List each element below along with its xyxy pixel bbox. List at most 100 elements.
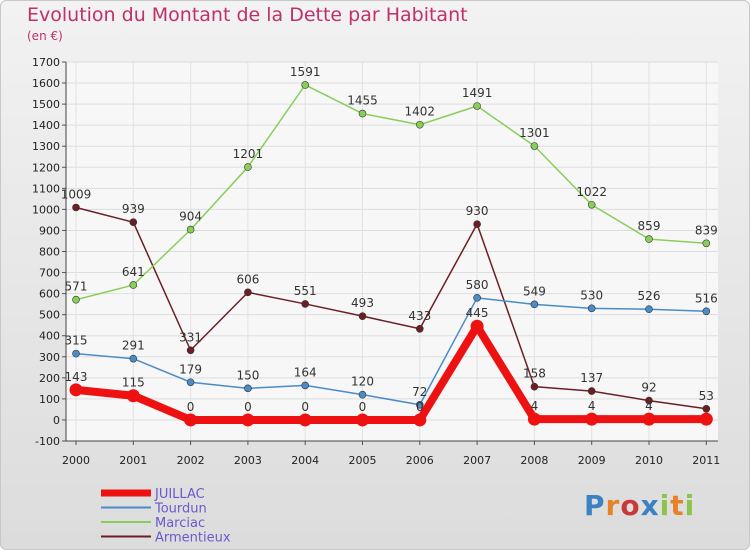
data-point-juillac: [470, 319, 484, 333]
data-point-marciac: [415, 120, 424, 129]
data-label: 4: [645, 399, 653, 413]
data-point-juillac: [298, 413, 312, 427]
data-point-tourdun: [244, 384, 252, 393]
data-point-armentieux: [186, 346, 195, 355]
data-point-armentieux: [702, 404, 711, 413]
data-point-juillac: [69, 383, 83, 397]
chart-subtitle: (en €): [27, 29, 63, 43]
y-tick-label: 200: [39, 372, 60, 385]
data-point-marciac: [244, 163, 252, 171]
data-label: 291: [122, 339, 145, 353]
data-label: 331: [179, 330, 202, 344]
data-label: 0: [359, 400, 367, 414]
legend-label: Tourdun: [154, 502, 207, 517]
data-label: 0: [416, 400, 424, 414]
data-point-juillac: [356, 413, 369, 427]
data-point-juillac: [241, 413, 255, 427]
data-label: 150: [236, 368, 259, 382]
legend-label: JUILLAC: [154, 487, 205, 502]
data-point-tourdun: [702, 307, 711, 316]
data-label: 939: [122, 202, 145, 216]
data-point-marciac: [587, 200, 596, 209]
data-point-marciac: [129, 281, 138, 289]
data-point-tourdun: [72, 349, 80, 358]
y-tick-label: 1500: [32, 98, 60, 111]
legend-label: Marciac: [155, 516, 205, 531]
data-point-marciac: [186, 225, 195, 234]
y-tick-label: 1100: [32, 182, 60, 195]
data-label: 493: [351, 296, 374, 310]
proxiti-logo: Proxiti: [584, 489, 696, 522]
y-tick-label: 1700: [32, 56, 60, 69]
data-point-armentieux: [301, 300, 310, 308]
y-tick-label: 0: [53, 414, 60, 427]
data-label: 571: [65, 280, 88, 294]
data-label: 549: [523, 284, 546, 298]
y-tick-label: 800: [39, 246, 60, 259]
data-point-marciac: [473, 102, 481, 110]
data-label: 580: [466, 278, 489, 292]
data-label: 606: [236, 272, 259, 286]
data-label: 433: [408, 309, 431, 323]
y-tick-label: 500: [39, 309, 60, 322]
data-point-marciac: [72, 295, 80, 304]
y-tick-label: 1400: [32, 119, 60, 132]
data-point-juillac: [527, 412, 541, 426]
y-tick-label: 700: [39, 267, 60, 280]
data-label: 115: [122, 376, 145, 390]
data-label: 0: [301, 400, 309, 414]
data-label: 120: [351, 375, 374, 389]
data-label: 1455: [347, 94, 378, 108]
data-point-tourdun: [473, 294, 481, 302]
data-label: 1009: [61, 187, 92, 201]
data-label: 0: [187, 400, 195, 414]
data-point-juillac: [585, 412, 599, 426]
data-point-juillac: [642, 412, 656, 426]
data-point-tourdun: [415, 400, 424, 409]
data-label: 530: [580, 288, 603, 302]
data-point-armentieux: [473, 220, 481, 228]
data-point-tourdun: [129, 354, 138, 363]
data-point-tourdun: [358, 390, 367, 399]
data-point-armentieux: [244, 288, 252, 297]
series-line-marciac: [75, 84, 707, 301]
x-tick-label: 2010: [635, 454, 663, 467]
data-label: 1201: [233, 147, 264, 161]
data-point-juillac: [126, 389, 140, 403]
x-tick-label: 2009: [578, 454, 606, 467]
data-label: 1591: [290, 65, 321, 79]
data-point-marciac: [702, 239, 711, 248]
data-label: 4: [531, 399, 539, 413]
data-point-tourdun: [645, 305, 653, 313]
data-point-armentieux: [358, 312, 367, 320]
data-point-armentieux: [415, 324, 424, 333]
series-line-tourdun: [75, 297, 707, 406]
data-point-marciac: [358, 109, 367, 118]
data-label: 164: [294, 365, 317, 379]
y-tick-label: 300: [39, 351, 60, 364]
x-tick-label: 2005: [349, 454, 377, 467]
x-tick-label: 2008: [520, 454, 548, 467]
data-point-marciac: [530, 142, 539, 150]
data-point-marciac: [301, 81, 310, 89]
data-label: 930: [466, 204, 489, 218]
y-tick-label: 1000: [32, 203, 60, 216]
data-point-tourdun: [301, 381, 310, 390]
data-point-armentieux: [530, 382, 539, 391]
x-tick-label: 2002: [177, 454, 205, 467]
data-label: 1301: [519, 126, 550, 140]
data-label: 0: [244, 400, 252, 414]
data-point-juillac: [184, 413, 198, 427]
data-label: 53: [699, 389, 714, 403]
y-tick-label: 900: [39, 224, 60, 237]
data-label: 839: [695, 223, 718, 237]
chart-title: Evolution du Montant de la Dette par Hab…: [27, 4, 468, 26]
legend-label: Armentieux: [155, 531, 231, 546]
data-point-armentieux: [72, 203, 80, 212]
x-tick-label: 2000: [62, 454, 90, 467]
data-point-armentieux: [587, 387, 596, 395]
y-tick-label: 1600: [32, 77, 60, 90]
data-point-armentieux: [645, 396, 653, 405]
